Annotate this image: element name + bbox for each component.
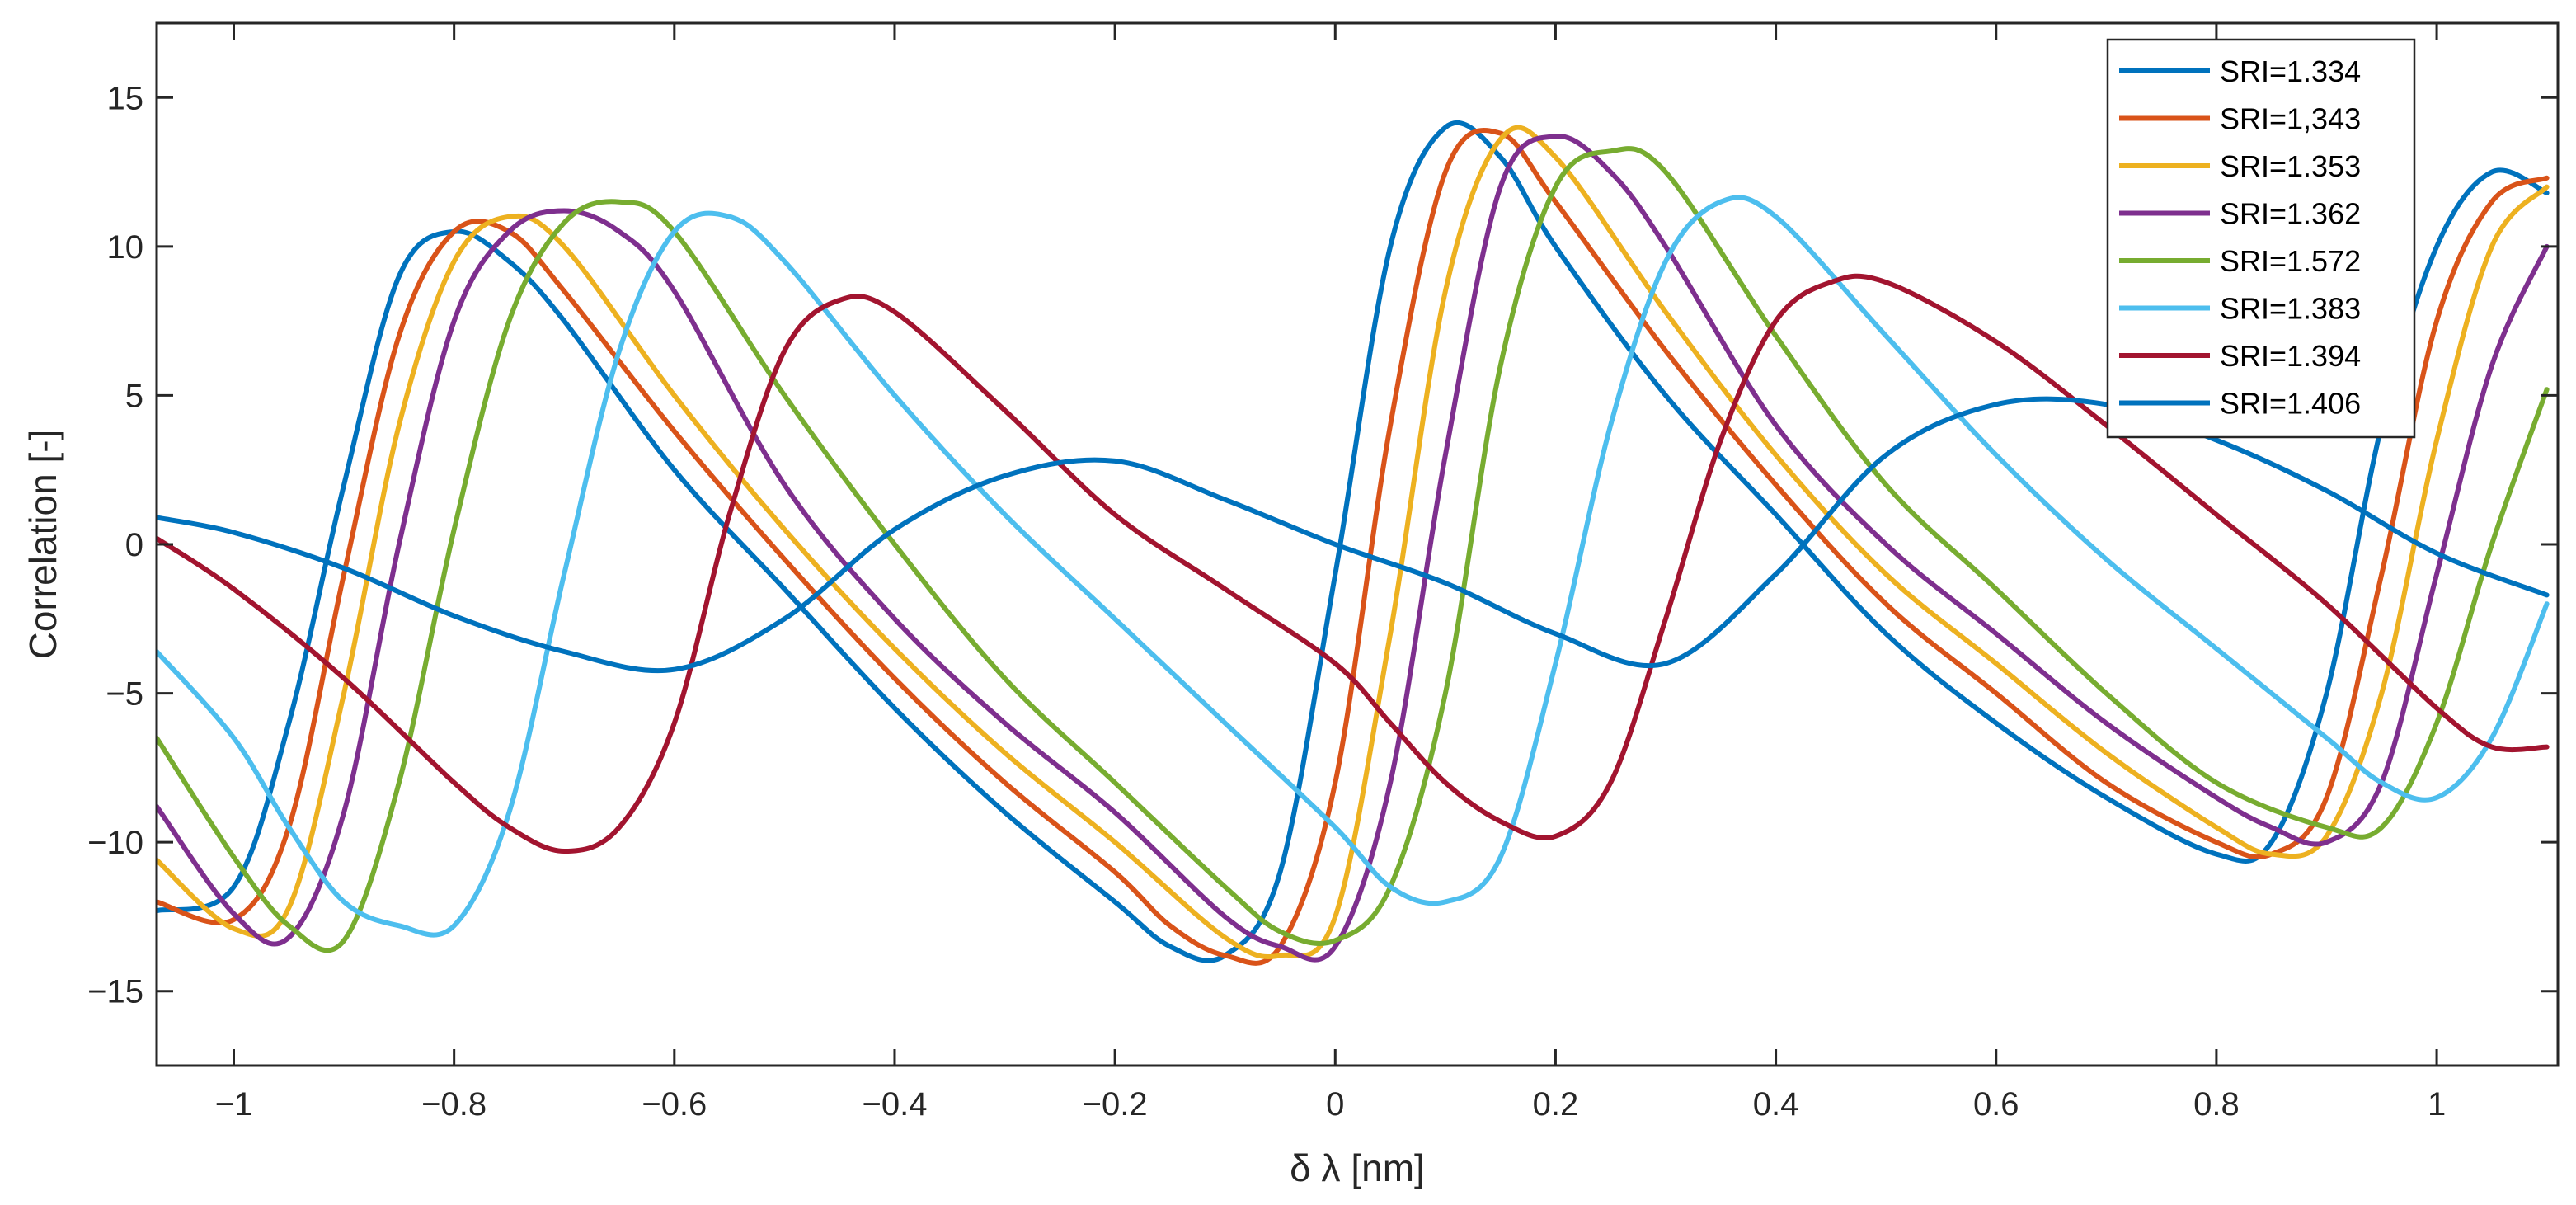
legend-entry-label: SRI=1.353 (2220, 149, 2361, 183)
y-tick-label: 0 (125, 527, 143, 563)
legend-entry-label: SRI=1.383 (2220, 292, 2361, 326)
legend-entry-label: SRI=1.406 (2220, 387, 2361, 421)
legend-entry-label: SRI=1.362 (2220, 197, 2361, 231)
series-line-6 (157, 195, 2550, 938)
x-axis-label: δ λ [nm] (1290, 1146, 1425, 1189)
x-tick-label: 0.2 (1533, 1086, 1579, 1123)
x-tick-label: −1 (215, 1086, 253, 1123)
series-layer (157, 120, 2550, 966)
y-axis-label: Correlation [-] (21, 430, 64, 660)
series-line-3 (157, 125, 2550, 959)
y-tick-label: −5 (106, 676, 143, 713)
x-tick-label: 0 (1326, 1086, 1344, 1123)
y-tick-label: 10 (107, 229, 144, 266)
legend-entry-label: SRI=1.394 (2220, 339, 2361, 373)
x-axis-ticks: −1 −0.8 −0.6 −0.4 −0.2 0 0.2 0.4 0.6 0.8 1 (215, 23, 2446, 1123)
legend-entry-label: SRI=1,343 (2220, 102, 2361, 136)
series-line-5 (157, 146, 2550, 953)
legend-entry-label: SRI=1.334 (2220, 54, 2361, 88)
series-line-7 (157, 273, 2550, 854)
x-tick-label: −0.4 (862, 1086, 927, 1123)
y-tick-label: 5 (125, 378, 143, 414)
legend-entry-label: SRI=1.572 (2220, 244, 2361, 278)
legend-box (2106, 38, 2416, 439)
series-line-2 (157, 128, 2550, 966)
y-tick-label: −15 (87, 974, 143, 1010)
x-tick-label: 1 (2428, 1086, 2446, 1123)
x-tick-label: −0.8 (421, 1086, 487, 1123)
legend: SRI=1.334 SRI=1,343 SRI=1.353 SRI=1.362 SRI=… (2106, 38, 2416, 439)
y-tick-label: −10 (87, 825, 143, 861)
x-tick-label: −0.6 (642, 1086, 707, 1123)
x-tick-label: 0.8 (2193, 1086, 2240, 1123)
x-tick-label: 0.4 (1753, 1086, 1799, 1123)
y-axis-ticks: −15 −10 −5 0 5 10 15 (87, 80, 2558, 1010)
series-line-4 (157, 134, 2550, 963)
x-tick-label: 0.6 (1973, 1086, 2019, 1123)
y-tick-label: 15 (107, 80, 144, 116)
x-tick-label: −0.2 (1083, 1086, 1148, 1123)
